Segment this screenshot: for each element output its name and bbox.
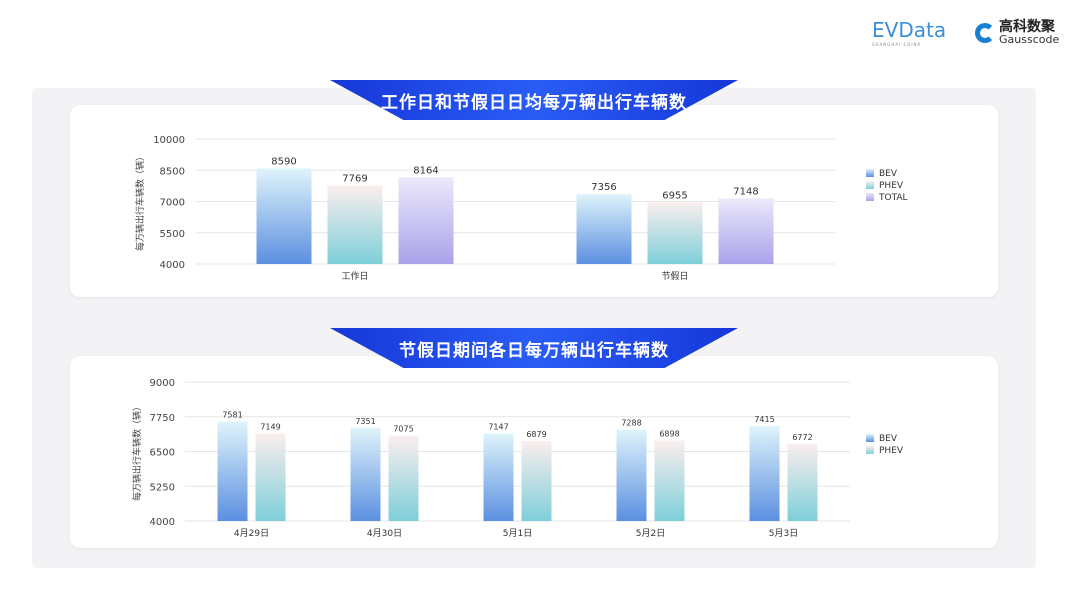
x-tick-label: 5月1日 <box>503 528 532 539</box>
data-label: 7351 <box>355 417 375 426</box>
gausscode-logo-text: 高科数聚 <box>999 19 1055 35</box>
legend-swatch <box>866 181 874 189</box>
gausscode-logo-sub: Gausscode <box>999 33 1060 46</box>
x-tick-label: 5月3日 <box>769 528 798 539</box>
bar-phev <box>787 443 818 521</box>
bar-total <box>398 177 454 264</box>
chart-title-1: 工作日和节假日日均每万辆出行车辆数 <box>330 80 738 120</box>
data-label: 7075 <box>393 425 413 434</box>
y-tick-label: 5250 <box>150 482 175 493</box>
evdata-logo-text: EVData <box>872 18 947 42</box>
bar-phev <box>327 185 383 264</box>
y-tick-label: 5500 <box>160 229 185 240</box>
legend-swatch <box>866 169 874 177</box>
data-label: 7356 <box>591 182 616 193</box>
bar-phev <box>388 435 419 521</box>
bar-phev <box>255 433 286 521</box>
legend-total[interactable]: TOTAL <box>878 193 908 203</box>
x-tick-label: 4月30日 <box>367 528 402 539</box>
y-tick-label: 10000 <box>153 135 185 146</box>
y-tick-label: 7000 <box>160 198 185 209</box>
evdata-logo-sub: SHANGHAI CHINA <box>872 42 922 47</box>
data-label: 7288 <box>621 419 641 428</box>
data-label: 8590 <box>271 156 296 167</box>
y-tick-label: 4000 <box>150 517 175 528</box>
y-tick-label: 7750 <box>150 413 175 424</box>
legend-swatch <box>866 446 874 454</box>
evdata-logo: EVData SHANGHAI CHINA <box>872 18 946 47</box>
chart-title-2: 节假日期间各日每万辆出行车辆数 <box>330 328 738 368</box>
data-label: 8164 <box>413 165 438 176</box>
data-label: 7148 <box>733 186 758 197</box>
bar-phev <box>654 440 685 521</box>
y-tick-label: 4000 <box>160 260 185 271</box>
data-label: 7581 <box>222 410 242 419</box>
bar-bev <box>749 426 780 521</box>
bar-phev <box>647 202 703 264</box>
bar-bev <box>217 421 248 521</box>
legend-phev[interactable]: PHEV <box>879 181 904 191</box>
data-label: 6879 <box>526 430 546 439</box>
bar-total <box>718 198 774 264</box>
x-tick-label: 工作日 <box>341 270 368 282</box>
legend-phev[interactable]: PHEV <box>879 446 904 456</box>
legend-bev[interactable]: BEV <box>879 169 898 179</box>
bar-bev <box>616 429 647 521</box>
data-label: 6898 <box>659 429 679 438</box>
data-label: 7415 <box>754 415 774 424</box>
data-label: 7147 <box>488 423 508 432</box>
data-label: 6955 <box>662 190 687 201</box>
legend-swatch <box>866 193 874 201</box>
x-tick-label: 节假日 <box>661 271 688 282</box>
bar-bev <box>576 194 632 264</box>
legend-bev[interactable]: BEV <box>879 434 898 444</box>
gausscode-logo: 高科数聚 Gausscode <box>975 20 1059 45</box>
bar-bev <box>256 168 312 264</box>
data-label: 7769 <box>342 173 367 184</box>
gausscode-logo-icon <box>975 22 995 43</box>
data-label: 6772 <box>792 433 812 442</box>
legend-swatch <box>866 434 874 442</box>
x-tick-label: 5月2日 <box>636 528 665 539</box>
y-axis-label: 每万辆出行车辆数（辆） <box>131 402 143 501</box>
y-tick-label: 9000 <box>150 378 175 389</box>
y-axis-label: 每万辆出行车辆数（辆） <box>134 152 146 251</box>
bar-bev <box>350 427 381 521</box>
y-tick-label: 6500 <box>150 448 175 459</box>
bar-bev <box>483 433 514 521</box>
x-tick-label: 4月29日 <box>234 528 269 539</box>
bar-phev <box>521 440 552 521</box>
data-label: 7149 <box>260 422 280 431</box>
y-tick-label: 8500 <box>160 166 185 177</box>
